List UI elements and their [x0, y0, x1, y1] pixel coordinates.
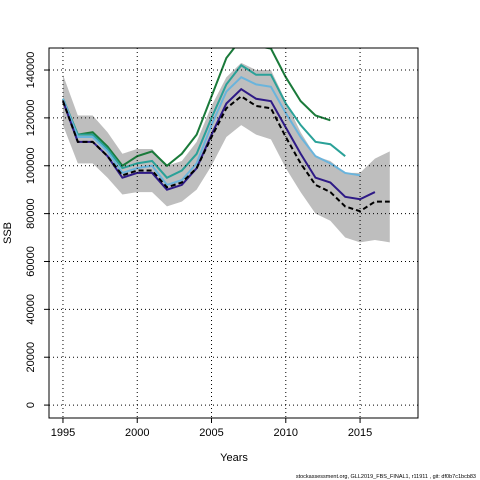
series-line	[62, 95, 390, 213]
y-tick-label: 120000	[25, 100, 37, 137]
plot-area	[62, 48, 390, 243]
y-tick-label: 80000	[25, 198, 37, 229]
y-axis-label: SSB	[2, 222, 14, 244]
x-axis-label: Years	[220, 452, 248, 464]
y-tick-label: 40000	[25, 294, 37, 325]
y-tick-label: 100000	[25, 147, 37, 184]
y-tick-label: 140000	[25, 52, 37, 89]
x-tick-label: 1995	[51, 427, 75, 439]
x-tick-label: 2010	[274, 427, 298, 439]
plot-frame	[48, 47, 419, 419]
y-tick-label: 60000	[25, 246, 37, 277]
x-tick-label: 2015	[348, 427, 372, 439]
footnote: stockassessment.org, GLL2019_FBS_FINAL1,…	[296, 474, 476, 480]
series-line	[62, 75, 361, 187]
series-line	[62, 48, 331, 168]
confidence-band	[62, 62, 390, 243]
x-tick-label: 2005	[199, 427, 223, 439]
x-tick-label: 2000	[125, 427, 149, 439]
y-tick-label: 20000	[25, 342, 37, 373]
y-tick-label: 0	[25, 402, 37, 408]
series-line	[62, 63, 346, 179]
